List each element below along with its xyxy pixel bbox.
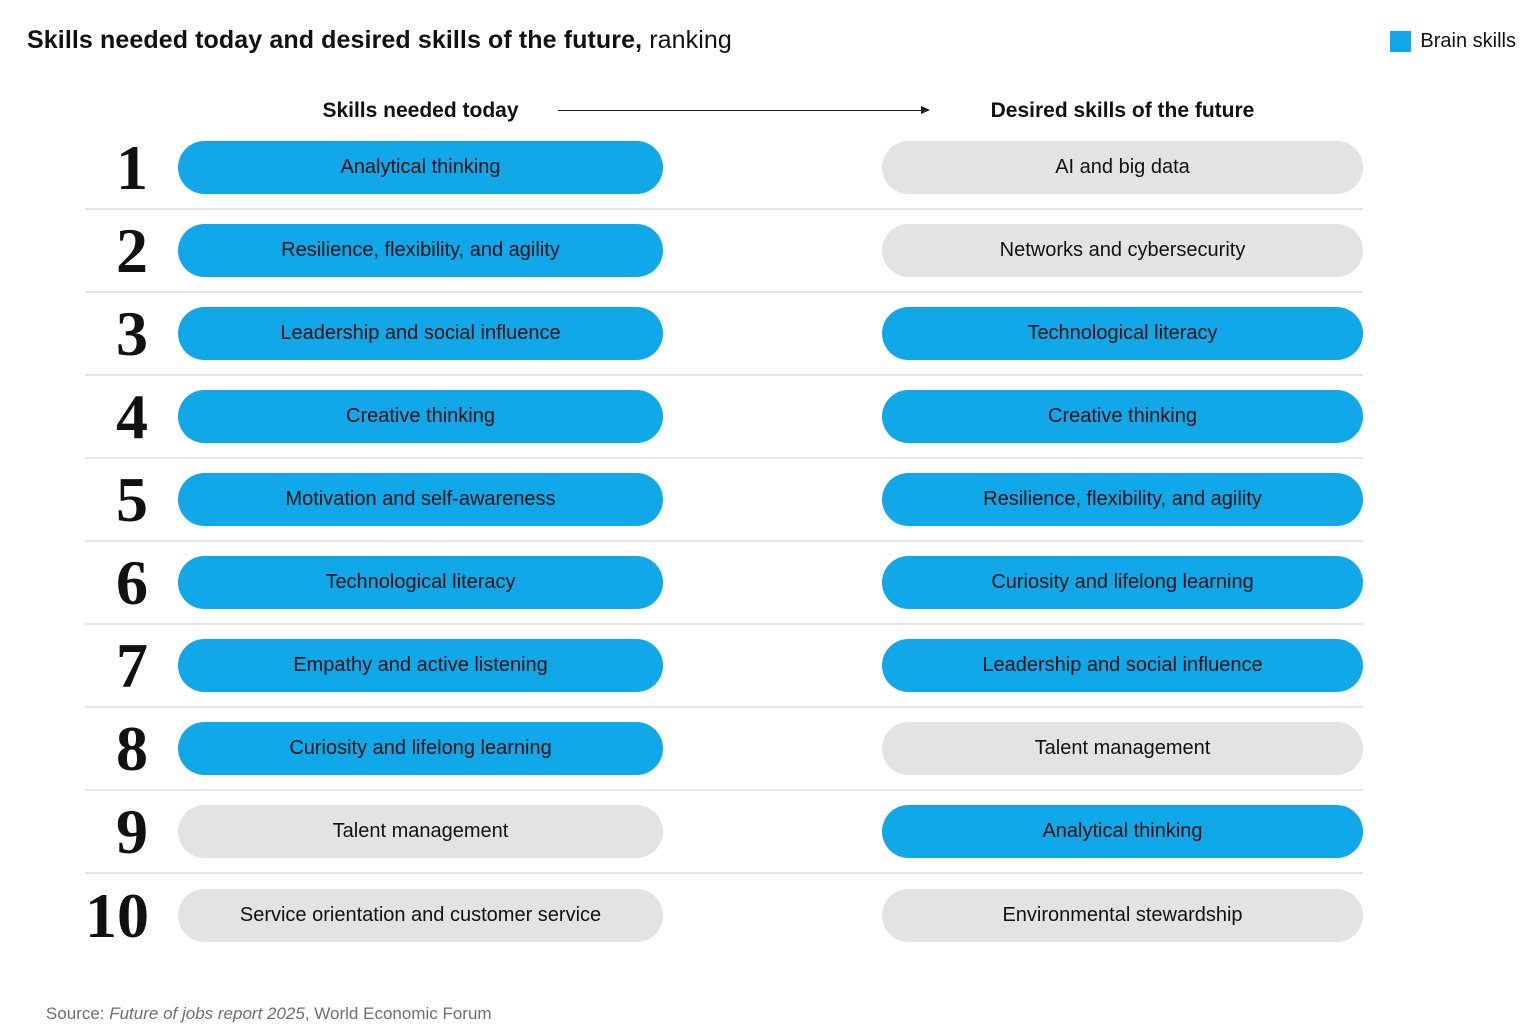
rank-number: 1 [116,131,148,203]
ranking-row-7: 7 Empathy and active listening Leadershi… [85,625,1363,708]
column-header-today: Skills needed today [322,99,519,122]
rank-number: 2 [116,214,148,286]
chart-title-bold: Skills needed today and desired skills o… [27,26,643,54]
skill-pill-today: Resilience, flexibility, and agility [178,224,663,277]
rank-number: 10 [85,879,149,951]
chart-title: Skills needed today and desired skills o… [27,26,732,55]
skill-pill-future: Leadership and social influence [882,639,1363,692]
skill-pill-today: Service orientation and customer service [178,889,663,942]
ranking-row-1: 1 Analytical thinking AI and big data [85,127,1363,210]
source-suffix: , World Economic Forum [304,1004,492,1023]
skill-pill-future: Curiosity and lifelong learning [882,556,1363,609]
skill-pill-today: Motivation and self-awareness [178,473,663,526]
legend-label: Brain skills [1420,30,1516,52]
skill-pill-today: Analytical thinking [178,141,663,194]
ranking-row-5: 5 Motivation and self-awareness Resilien… [85,459,1363,542]
column-headers: Skills needed today Desired skills of th… [0,95,1530,127]
rank-number: 6 [116,546,148,618]
skill-pill-future: Resilience, flexibility, and agility [882,473,1363,526]
rank-number: 8 [116,712,148,784]
ranking-row-6: 6 Technological literacy Curiosity and l… [85,542,1363,625]
skill-pill-today: Talent management [178,805,663,858]
ranking-row-2: 2 Resilience, flexibility, and agility N… [85,210,1363,293]
rank-number: 9 [116,795,148,867]
skill-pill-today: Leadership and social influence [178,307,663,360]
ranking-row-4: 4 Creative thinking Creative thinking [85,376,1363,459]
skill-pill-future: Technological literacy [882,307,1363,360]
rank-number: 3 [116,297,148,369]
skill-pill-future: Networks and cybersecurity [882,224,1363,277]
legend: Brain skills [1390,30,1516,53]
skill-pill-future: Talent management [882,722,1363,775]
ranking-row-8: 8 Curiosity and lifelong learning Talent… [85,708,1363,791]
right-arrow-icon [558,106,930,114]
chart-title-regular: ranking [649,26,732,54]
column-header-future: Desired skills of the future [990,99,1255,122]
skill-pill-future: Analytical thinking [882,805,1363,858]
ranking-row-3: 3 Leadership and social influence Techno… [85,293,1363,376]
legend-swatch-brain-skills [1390,31,1412,52]
skill-pill-today: Curiosity and lifelong learning [178,722,663,775]
skill-pill-today: Creative thinking [178,390,663,443]
source-work-title: Future of jobs report 2025 [109,1004,305,1023]
rank-number: 7 [116,629,148,701]
skill-pill-today: Technological literacy [178,556,663,609]
skill-pill-future: Environmental stewardship [882,889,1363,942]
skill-pill-future: Creative thinking [882,390,1363,443]
skill-pill-today: Empathy and active listening [178,639,663,692]
source-line: Source: Future of jobs report 2025, Worl… [27,984,492,1034]
source-prefix: Source: [45,1004,110,1023]
ranking-row-10: 10 Service orientation and customer serv… [85,874,1363,957]
rank-number: 5 [116,463,148,535]
ranking-rows: 1 Analytical thinking AI and big data 2 … [85,127,1363,957]
ranking-row-9: 9 Talent management Analytical thinking [85,791,1363,874]
rank-number: 4 [116,380,148,452]
skill-pill-future: AI and big data [882,141,1363,194]
